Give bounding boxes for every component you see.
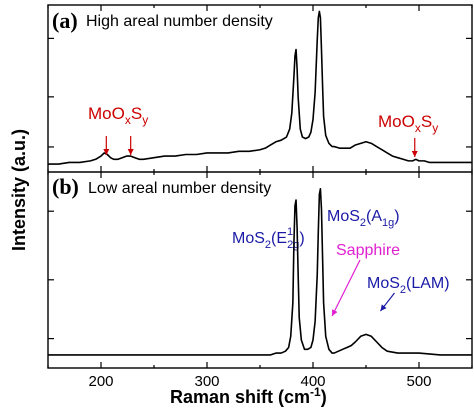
mos2-a1g-label: MoS2(A1g) xyxy=(327,208,400,229)
panel-a-label: High areal number density xyxy=(86,13,273,30)
mos2-e2g-label: MoS2(E1 2g) xyxy=(232,226,305,251)
x-tick-label: 500 xyxy=(406,373,431,390)
moo-label-right: MoOxSy xyxy=(378,112,438,135)
moo-arrow-right-0-head xyxy=(411,151,418,157)
moo-arrow-1-head xyxy=(127,149,134,155)
x-tick-label: 400 xyxy=(300,373,325,390)
sapphire-label: Sapphire xyxy=(336,242,400,259)
spectrum-b xyxy=(48,188,472,356)
x-tick-label: 300 xyxy=(194,373,219,390)
panel-b-letter: (b) xyxy=(52,174,79,199)
panel-a-annotation-left: MoOxSy xyxy=(88,104,148,127)
x-axis-label: Raman shift (cm-1) xyxy=(170,385,327,407)
mos2-lam-label: MoS2(LAM) xyxy=(367,275,450,296)
lam-arrow-head xyxy=(380,304,387,311)
panel-a-letter: (a) xyxy=(52,8,78,33)
spectrum-a xyxy=(48,10,472,165)
moo-label-left: MoOxSy xyxy=(88,104,148,127)
sapphire-arrow-head xyxy=(332,309,338,316)
x-tick-label: 200 xyxy=(88,373,113,390)
moo-arrow-0-head xyxy=(103,149,110,155)
y-axis-label: Intensity (a.u.) xyxy=(9,129,29,251)
panel-a-annotation-right: MoOxSy xyxy=(378,112,438,135)
sapphire-arrow xyxy=(331,259,361,317)
panel-b-label: Low areal number density xyxy=(88,180,271,197)
